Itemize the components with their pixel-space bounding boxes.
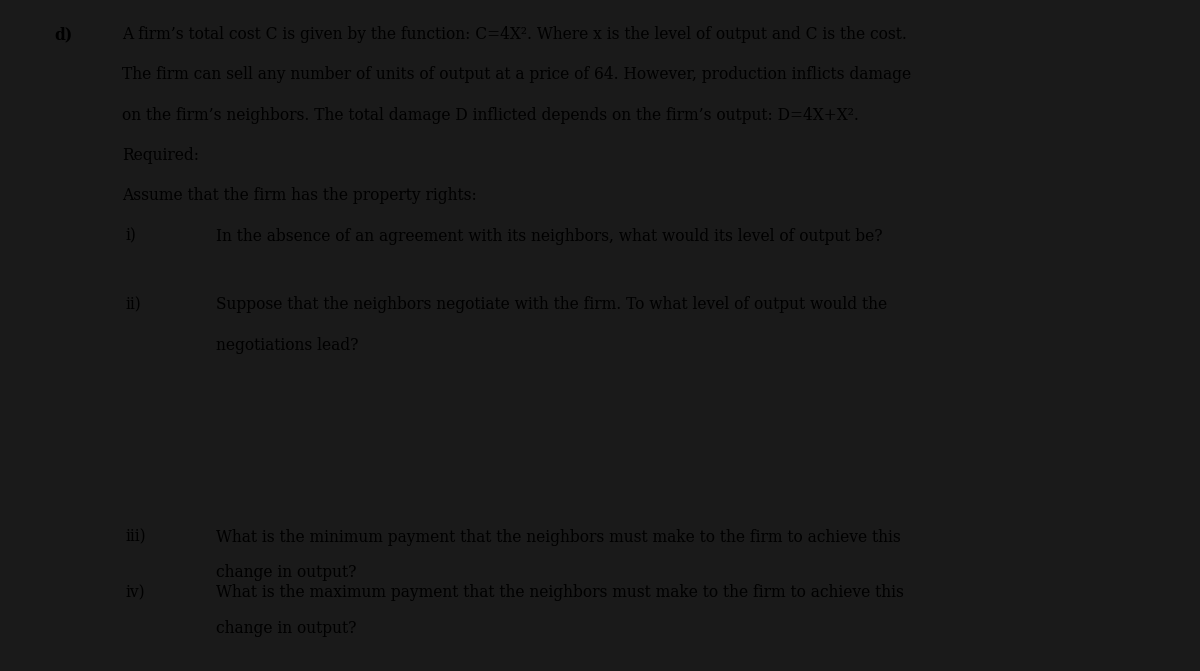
Text: A firm’s total cost C is given by the function: C=4X². Where x is the level of o: A firm’s total cost C is given by the fu… xyxy=(121,26,907,43)
Text: change in output?: change in output? xyxy=(216,564,356,581)
Text: In the absence of an agreement with its neighbors, what would its level of outpu: In the absence of an agreement with its … xyxy=(216,227,883,245)
Text: change in output?: change in output? xyxy=(216,619,356,637)
Text: Suppose that the neighbors negotiate with the firm. To what level of output woul: Suppose that the neighbors negotiate wit… xyxy=(216,297,887,313)
Text: What is the maximum payment that the neighbors must make to the firm to achieve : What is the maximum payment that the nei… xyxy=(216,584,904,601)
Text: ii): ii) xyxy=(125,297,142,313)
Text: iv): iv) xyxy=(125,584,145,601)
Text: Assume that the firm has the property rights:: Assume that the firm has the property ri… xyxy=(121,187,476,205)
Text: What is the minimum payment that the neighbors must make to the firm to achieve : What is the minimum payment that the nei… xyxy=(216,529,901,546)
Text: Required:: Required: xyxy=(121,147,199,164)
Text: i): i) xyxy=(125,227,136,245)
Text: The firm can sell any number of units of output at a price of 64. However, produ: The firm can sell any number of units of… xyxy=(121,66,911,83)
Text: on the firm’s neighbors. The total damage D inflicted depends on the firm’s outp: on the firm’s neighbors. The total damag… xyxy=(121,107,859,123)
Text: d): d) xyxy=(54,26,73,43)
Text: iii): iii) xyxy=(125,529,146,546)
Text: negotiations lead?: negotiations lead? xyxy=(216,337,359,354)
